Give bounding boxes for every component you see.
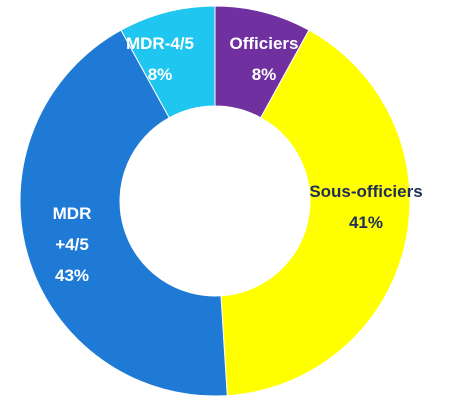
category-label: Officiers — [229, 34, 299, 53]
value-label: 43% — [54, 266, 90, 285]
slice-label: Officiers 8% — [230, 28, 299, 90]
value-label: 41% — [348, 213, 384, 232]
donut-slice — [220, 29, 411, 397]
donut-slice — [19, 29, 228, 397]
donut-slice — [120, 5, 216, 119]
slice-label: MDR-4/5 8% — [126, 28, 194, 90]
value-label: 8% — [147, 65, 173, 84]
value-label: 8% — [251, 65, 277, 84]
category-label: MDR-4/5 — [125, 34, 195, 53]
category-label: Sous-officiers — [309, 182, 423, 201]
category-label: MDR +4/5 — [52, 204, 92, 254]
slice-label: Sous-officiers 41% — [309, 176, 422, 238]
slice-label: MDR +4/5 43% — [47, 198, 97, 291]
